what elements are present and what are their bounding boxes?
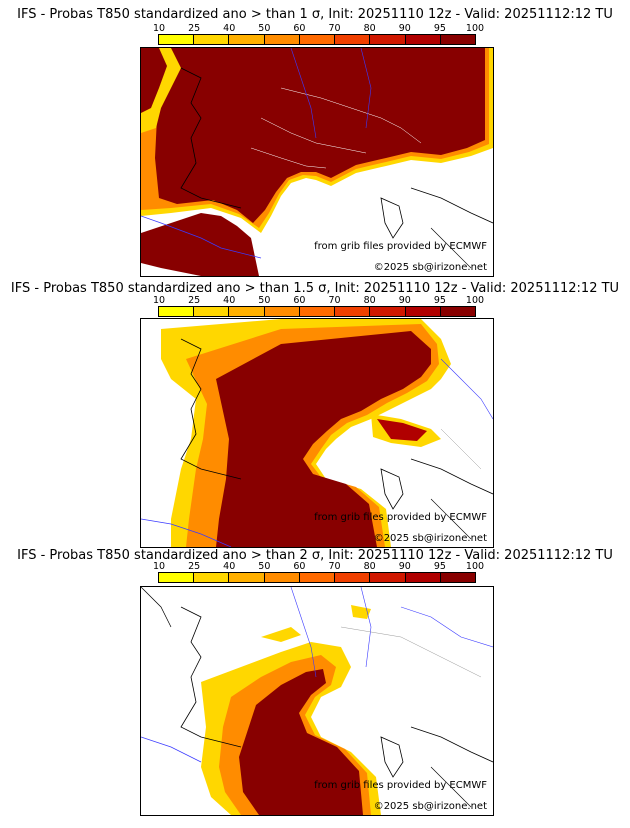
colorbar-swatches [158, 34, 476, 45]
panel-title: IFS - Probas T850 standardized ano > tha… [10, 281, 620, 296]
colorbar-tick-label: 70 [328, 295, 341, 306]
colorbar-tick-label: 70 [328, 23, 341, 34]
credit-copyright: ©2025 sb@irizone.net [373, 262, 487, 273]
colorbar-tick-label: 10 [152, 561, 166, 572]
colorbar-swatches [158, 306, 476, 317]
colorbar-tick-label: 90 [398, 295, 411, 306]
probability-map: from grib files provided by ECMWF ©2025 … [140, 47, 494, 277]
probability-map: from grib files provided by ECMWF ©2025 … [140, 586, 494, 816]
colorbar-tick-label: 100 [465, 23, 485, 34]
colorbar-tick-label: 95 [433, 23, 446, 34]
colorbar-swatch [263, 35, 299, 44]
colorbar-swatch [263, 307, 299, 316]
colorbar-swatch [159, 307, 194, 316]
credit-copyright: ©2025 sb@irizone.net [373, 801, 487, 812]
colorbar-swatch [334, 35, 370, 44]
map-panel-2: IFS - Probas T850 standardized ano > tha… [0, 278, 630, 548]
colorbar-ticks: 10 25 40 50 60 70 80 90 95 100 [153, 561, 484, 572]
map-canvas [141, 48, 493, 276]
credit-source: from grib files provided by ECMWF [314, 512, 487, 523]
colorbar-tick-label: 90 [398, 23, 411, 34]
colorbar-tick-label: 100 [465, 561, 485, 572]
colorbar-swatches [158, 572, 476, 583]
credit-source: from grib files provided by ECMWF [314, 241, 487, 252]
colorbar-tick-label: 95 [433, 561, 446, 572]
colorbar-tick-label: 95 [433, 295, 446, 306]
colorbar-swatch [439, 307, 475, 316]
colorbar-tick-label: 80 [363, 561, 376, 572]
map-canvas [141, 319, 493, 547]
colorbar-swatch [228, 307, 264, 316]
map-panel-3: IFS - Probas T850 standardized ano > tha… [0, 548, 630, 828]
credit-copyright: ©2025 sb@irizone.net [373, 533, 487, 544]
colorbar-tick-label: 50 [258, 561, 271, 572]
colorbar-tick-label: 10 [152, 295, 166, 306]
probability-map: from grib files provided by ECMWF ©2025 … [140, 318, 494, 548]
colorbar-swatch [298, 307, 335, 316]
colorbar-swatch [298, 573, 335, 582]
credit-source: from grib files provided by ECMWF [314, 780, 487, 791]
colorbar-swatch [404, 307, 440, 316]
colorbar-ticks: 10 25 40 50 60 70 80 90 95 100 [153, 23, 484, 34]
panel-title: IFS - Probas T850 standardized ano > tha… [17, 548, 613, 563]
colorbar-tick-label: 25 [188, 23, 201, 34]
colorbar-ticks: 10 25 40 50 60 70 80 90 95 100 [153, 295, 484, 306]
colorbar-swatch [439, 573, 475, 582]
colorbar-tick-label: 90 [398, 561, 411, 572]
panel-title: IFS - Probas T850 standardized ano > tha… [17, 7, 613, 22]
map-canvas [141, 587, 493, 815]
colorbar-tick-label: 10 [152, 23, 166, 34]
colorbar-tick-label: 25 [188, 561, 201, 572]
colorbar-tick-label: 50 [258, 23, 271, 34]
colorbar-tick-label: 50 [258, 295, 271, 306]
colorbar-tick-label: 60 [293, 561, 306, 572]
colorbar-tick-label: 60 [293, 295, 306, 306]
colorbar-tick-label: 40 [223, 561, 236, 572]
colorbar-tick-label: 70 [328, 561, 341, 572]
colorbar-tick-label: 100 [465, 295, 485, 306]
colorbar-swatch [439, 35, 475, 44]
colorbar-swatch [369, 35, 405, 44]
colorbar-swatch [228, 573, 264, 582]
colorbar-swatch [193, 573, 229, 582]
colorbar-tick-label: 40 [223, 23, 236, 34]
colorbar-swatch [369, 573, 405, 582]
map-panel-1: IFS - Probas T850 standardized ano > tha… [0, 0, 630, 278]
colorbar-swatch [404, 35, 440, 44]
colorbar-tick-label: 80 [363, 23, 376, 34]
colorbar-swatch [334, 307, 370, 316]
colorbar-swatch [263, 573, 299, 582]
colorbar-swatch [193, 35, 229, 44]
colorbar-tick-label: 80 [363, 295, 376, 306]
colorbar-tick-label: 60 [293, 23, 306, 34]
colorbar-swatch [159, 35, 194, 44]
colorbar-swatch [193, 307, 229, 316]
colorbar-swatch [404, 573, 440, 582]
colorbar-swatch [334, 573, 370, 582]
colorbar-swatch [159, 573, 194, 582]
colorbar-swatch [298, 35, 335, 44]
colorbar-swatch [369, 307, 405, 316]
colorbar-tick-label: 40 [223, 295, 236, 306]
colorbar-swatch [228, 35, 264, 44]
colorbar-tick-label: 25 [188, 295, 201, 306]
